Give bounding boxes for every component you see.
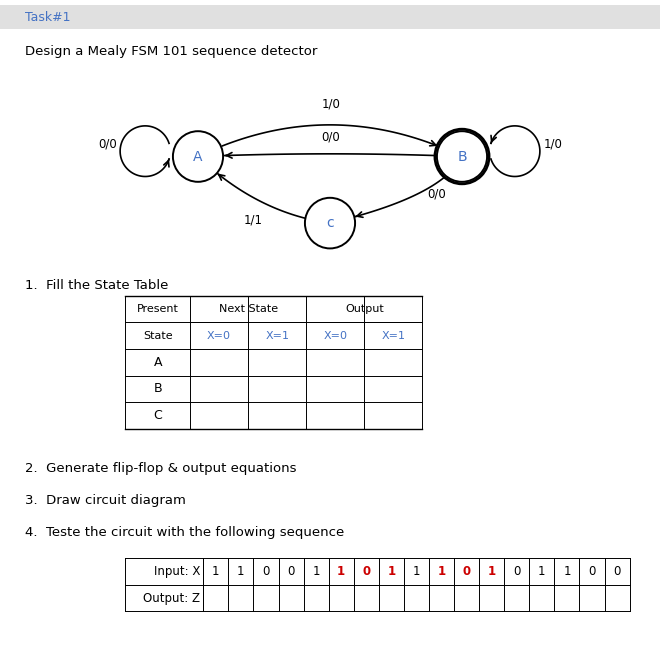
Text: 0: 0: [463, 565, 471, 578]
Text: 1: 1: [563, 565, 571, 578]
Text: 1: 1: [438, 565, 446, 578]
Text: X=0: X=0: [207, 330, 231, 341]
Circle shape: [173, 131, 223, 182]
Text: X=1: X=1: [265, 330, 289, 341]
Text: 1: 1: [237, 565, 245, 578]
Text: State: State: [143, 330, 172, 341]
Text: Present: Present: [137, 304, 179, 314]
Text: A: A: [193, 149, 203, 164]
Text: 0: 0: [588, 565, 596, 578]
Text: B: B: [457, 149, 467, 164]
Text: 1/0: 1/0: [321, 97, 341, 111]
FancyBboxPatch shape: [0, 5, 660, 29]
Text: 0/0: 0/0: [428, 188, 446, 201]
Text: 0: 0: [287, 565, 295, 578]
Text: 0: 0: [262, 565, 270, 578]
Circle shape: [437, 131, 487, 182]
Text: Input: X: Input: X: [154, 565, 200, 578]
Text: Design a Mealy FSM 101 sequence detector: Design a Mealy FSM 101 sequence detector: [25, 45, 317, 59]
Circle shape: [435, 129, 489, 184]
Text: C: C: [153, 409, 162, 422]
Text: Task#1: Task#1: [25, 11, 71, 24]
Text: Output: Output: [345, 304, 383, 314]
Text: 1: 1: [538, 565, 546, 578]
Text: 0: 0: [362, 565, 370, 578]
Text: 1: 1: [387, 565, 395, 578]
Text: Output: Z: Output: Z: [143, 591, 200, 605]
Text: 0: 0: [513, 565, 521, 578]
Text: 4.  Teste the circuit with the following sequence: 4. Teste the circuit with the following …: [25, 526, 345, 539]
Text: 1.  Fill the State Table: 1. Fill the State Table: [25, 278, 168, 292]
Text: 1/0: 1/0: [543, 137, 562, 150]
Text: 1: 1: [337, 565, 345, 578]
Text: 3.  Draw circuit diagram: 3. Draw circuit diagram: [25, 494, 186, 507]
Circle shape: [305, 198, 355, 248]
Text: 0/0: 0/0: [321, 130, 341, 143]
Text: 1: 1: [412, 565, 420, 578]
Text: 0: 0: [613, 565, 621, 578]
Text: 2.  Generate flip-flop & output equations: 2. Generate flip-flop & output equations: [25, 462, 296, 476]
Text: X=0: X=0: [323, 330, 347, 341]
Text: 1/1: 1/1: [244, 213, 263, 226]
Text: 1: 1: [488, 565, 496, 578]
Text: B: B: [153, 382, 162, 396]
Text: A: A: [154, 356, 162, 369]
Text: 1: 1: [212, 565, 220, 578]
Text: 1: 1: [312, 565, 320, 578]
Text: Next State: Next State: [218, 304, 278, 314]
Text: 0/0: 0/0: [98, 137, 117, 150]
Text: X=1: X=1: [381, 330, 405, 341]
Text: c: c: [326, 216, 334, 230]
